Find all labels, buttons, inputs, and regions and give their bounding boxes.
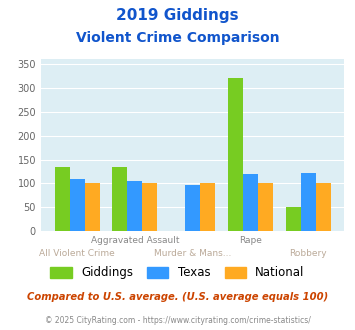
Bar bbox=[84, 183, 100, 231]
Text: Robbery: Robbery bbox=[289, 249, 327, 258]
Text: 2019 Giddings: 2019 Giddings bbox=[116, 8, 239, 23]
Text: Compared to U.S. average. (U.S. average equals 100): Compared to U.S. average. (U.S. average … bbox=[27, 292, 328, 302]
Bar bbox=[185, 185, 200, 231]
Bar bbox=[301, 173, 316, 231]
Bar bbox=[112, 167, 127, 231]
Bar bbox=[142, 183, 157, 231]
Bar bbox=[200, 183, 215, 231]
Bar bbox=[243, 174, 258, 231]
Bar bbox=[70, 179, 84, 231]
Legend: Giddings, Texas, National: Giddings, Texas, National bbox=[45, 262, 310, 284]
Bar bbox=[127, 181, 142, 231]
Bar bbox=[228, 79, 243, 231]
Text: All Violent Crime: All Violent Crime bbox=[39, 249, 115, 258]
Text: © 2025 CityRating.com - https://www.cityrating.com/crime-statistics/: © 2025 CityRating.com - https://www.city… bbox=[45, 316, 310, 325]
Bar bbox=[258, 183, 273, 231]
Bar bbox=[55, 167, 70, 231]
Bar bbox=[285, 207, 301, 231]
Bar bbox=[316, 183, 331, 231]
Text: Aggravated Assault: Aggravated Assault bbox=[91, 236, 179, 245]
Text: Violent Crime Comparison: Violent Crime Comparison bbox=[76, 31, 279, 45]
Text: Rape: Rape bbox=[239, 236, 262, 245]
Text: Murder & Mans...: Murder & Mans... bbox=[154, 249, 231, 258]
